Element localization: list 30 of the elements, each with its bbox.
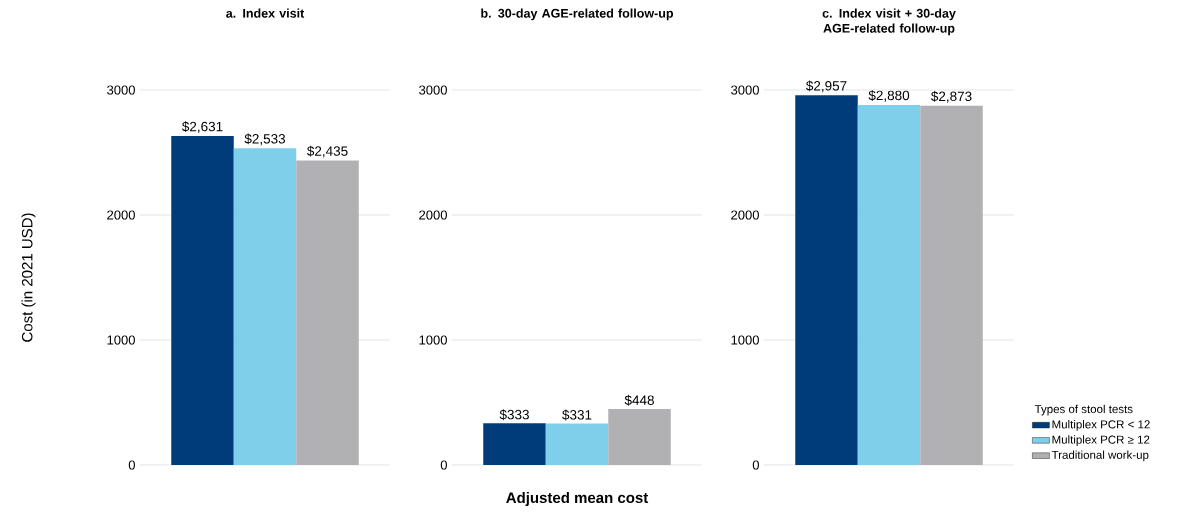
y-tick-label: 1000: [107, 335, 135, 345]
data-label: $2,631: [182, 121, 223, 133]
y-tick-label: 2000: [419, 210, 447, 220]
y-tick-label: 1000: [419, 335, 447, 345]
y-tick-label: 0: [128, 460, 135, 470]
data-label: $2,435: [307, 145, 348, 158]
data-label: $331: [562, 409, 592, 421]
y-tick-label: 0: [440, 460, 447, 470]
data-label: $2,880: [868, 90, 910, 102]
y-tick-label: 1000: [731, 335, 759, 345]
chart-title: c. Index visit + 30-day AGE-related follow-up: [822, 8, 956, 36]
y-tick-label: 3000: [731, 85, 759, 95]
y-tick-label: 3000: [419, 85, 447, 95]
legend-title: Types of stool tests: [1034, 404, 1133, 416]
y-tick-label: 3000: [107, 85, 135, 95]
legend-label: Traditional work-up: [1051, 450, 1149, 462]
x-axis-title: Adjusted mean cost: [506, 492, 649, 506]
y-tick-label: 0: [752, 460, 759, 470]
chart-title: b. 30-day AGE-related follow-up: [481, 8, 674, 21]
y-tick-label: 2000: [107, 210, 135, 220]
data-label: $333: [499, 409, 529, 421]
y-axis-title: Cost (in 2021 USD): [21, 213, 36, 342]
data-label: $448: [624, 394, 654, 406]
data-label: $2,957: [806, 80, 847, 93]
chart-title: a. Index visit: [226, 8, 305, 18]
data-label: $2,533: [244, 133, 286, 146]
y-tick-label: 2000: [731, 210, 759, 220]
legend-label: Multiplex PCR ≥ 12: [1052, 435, 1150, 446]
data-label: $2,873: [931, 90, 972, 103]
legend-label: Multiplex PCR < 12: [1052, 419, 1150, 431]
